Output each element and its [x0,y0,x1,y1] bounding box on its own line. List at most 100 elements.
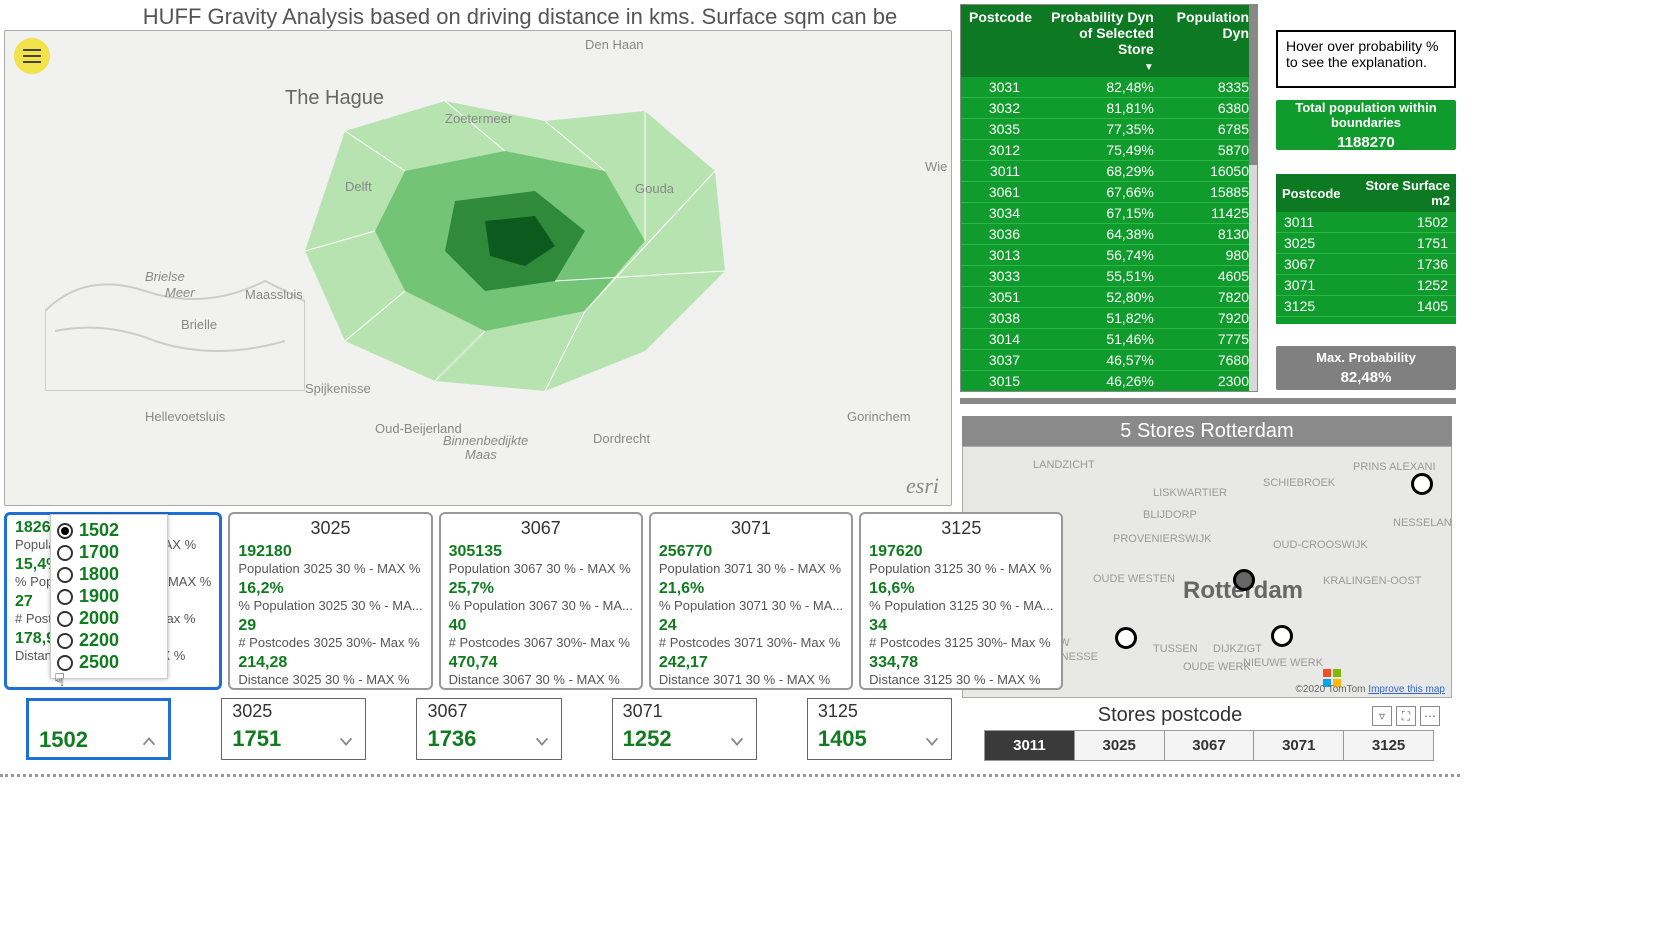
store-marker[interactable] [1411,473,1433,495]
max-probability-label: Max. Probability [1276,350,1456,365]
table-row[interactable]: 303467,15%11425 [961,203,1257,224]
store-card[interactable]: 3025192180Population 3025 30 % - MAX %16… [228,512,432,690]
max-probability-card: Max. Probability 82,48% [1276,346,1456,390]
radio-option[interactable]: 2500 [57,652,161,673]
table-row[interactable]: 303851,82%7920 [961,308,1257,329]
map-label: Zoetermeer [445,111,512,126]
radio-icon [57,589,73,605]
map-label: PROVENIERSWIJK [1113,533,1211,545]
map-label: KRALINGEN-OOST [1323,575,1421,587]
table-row[interactable]: 30711252 [1276,275,1456,296]
scrollbar[interactable] [1249,5,1257,391]
radio-option[interactable]: 1800 [57,564,161,585]
probability-table[interactable]: PostcodeProbability Dyn of Selected Stor… [960,4,1258,392]
main-map[interactable]: Den HaanThe HagueZoetermeerDelftGoudaWie… [4,30,952,506]
table-row[interactable]: 306241,99%8180 [961,392,1257,393]
store-marker[interactable] [1115,627,1137,649]
store-card[interactable]: 3071256770Population 3071 30 % - MAX %21… [649,512,853,690]
hover-tip: Hover over probability % to see the expl… [1276,30,1456,88]
surface-selector[interactable]: 30671736 [416,698,561,760]
table-row[interactable]: 303664,38%8130 [961,224,1257,245]
table-row[interactable]: 31251405 [1276,296,1456,317]
radio-option[interactable]: 1700 [57,542,161,563]
radio-icon [57,567,73,583]
radio-option[interactable]: 1900 [57,586,161,607]
surface-selectors-row: 1502 30251751 30671736 30711252 31251405 [4,698,952,770]
table-row[interactable]: 301451,46%7775 [961,329,1257,350]
map-label: Maassluis [245,287,303,302]
improve-map-link[interactable]: Improve this map [1368,684,1445,695]
table-header[interactable]: Postcode [1276,174,1347,212]
store-marker[interactable] [1233,569,1255,591]
map-label: The Hague [285,87,384,110]
table-row[interactable]: 301168,29%16050 [961,161,1257,182]
table-row[interactable]: 303182,48%8335 [961,77,1257,98]
radio-icon [57,523,73,539]
table-row[interactable]: 30111502 [1276,212,1456,233]
stores-postcode-tabs[interactable]: 30113025306730713125 [984,730,1434,761]
postcode-tab[interactable]: 3011 [985,731,1075,760]
choropleth-layer [285,91,745,411]
surface-selector[interactable]: 1502 [26,698,171,760]
focus-icon[interactable]: ⛶ [1396,706,1416,726]
postcode-tab[interactable]: 3025 [1075,731,1165,760]
table-row[interactable]: 305152,80%7820 [961,287,1257,308]
table-row[interactable]: 306167,66%15885 [961,182,1257,203]
radio-option[interactable]: 2000 [57,608,161,629]
table-header[interactable]: Postcode [961,5,1040,77]
store-surface-table[interactable]: PostcodeStore Surface m23011150230251751… [1276,174,1456,324]
map-label: LANDZICHT [1033,459,1095,471]
chevron-down-icon [533,730,551,748]
store-marker[interactable] [1271,625,1293,647]
store-card[interactable]: 3125197620Population 3125 30 % - MAX %16… [859,512,1063,690]
table-row[interactable]: 30671736 [1276,254,1456,275]
table-header[interactable]: Store Surface m2 [1347,174,1456,212]
table-row[interactable]: 303281,81%6380 [961,98,1257,119]
hamburger-menu-button[interactable] [14,38,50,74]
surface-radio-popup[interactable]: 1502170018001900200022002500 [50,514,168,679]
table-row[interactable]: 303746,57%7680 [961,350,1257,371]
table-header[interactable]: Probability Dyn of Selected Store▼ [1040,5,1162,77]
surface-selector[interactable]: 30711252 [612,698,757,760]
postcode-tab[interactable]: 3071 [1254,731,1344,760]
map-label: Delft [345,179,372,194]
selector-header: 3125 [808,699,951,724]
table-header[interactable]: Population Dyn [1162,5,1257,77]
map-label: Wie [925,159,947,174]
more-icon[interactable]: ⋯ [1420,706,1440,726]
map-label: OUDE WERK [1183,661,1251,673]
filter-icon[interactable]: ▿ [1372,706,1392,726]
map-label: Dordrecht [593,431,650,446]
chevron-down-icon [923,730,941,748]
map-label: LISKWARTIER [1153,487,1227,499]
selector-value: 1252 [623,726,672,752]
radio-option[interactable]: 1502 [57,520,161,541]
postcode-tab[interactable]: 3125 [1344,731,1433,760]
map-label: Meer [165,285,195,300]
total-population-value: 1188270 [1276,134,1456,151]
table-row[interactable]: 303577,35%6785 [961,119,1257,140]
radio-icon [57,545,73,561]
stores-postcode-toolbar: ▿ ⛶ ⋯ [1372,706,1440,726]
store-card-header: 3125 [869,518,1053,539]
postcode-tab[interactable]: 3067 [1165,731,1255,760]
radio-option[interactable]: 2200 [57,630,161,651]
stores-map-title: 5 Stores Rotterdam [962,416,1452,446]
surface-selector[interactable]: 30251751 [221,698,366,760]
surface-selector[interactable]: 31251405 [807,698,952,760]
dotted-separator [0,774,1460,777]
radio-icon [57,655,73,671]
table-row[interactable]: 301356,74%980 [961,245,1257,266]
chevron-up-icon [140,731,158,749]
table-row[interactable]: 30251751 [1276,233,1456,254]
map-label: Brielle [181,317,217,332]
table-row[interactable]: 303355,51%4605 [961,266,1257,287]
map-label: TUSSEN [1153,643,1198,655]
table-row[interactable]: 301275,49%5870 [961,140,1257,161]
store-card[interactable]: 3067305135Population 3067 30 % - MAX %25… [439,512,643,690]
selector-value: 1405 [818,726,867,752]
table-row[interactable]: 301546,26%2300 [961,371,1257,392]
map-label: Hellevoetsluis [145,409,225,424]
map-label: OUDE WESTEN [1093,573,1175,585]
map-label: BLIJDORP [1143,509,1197,521]
